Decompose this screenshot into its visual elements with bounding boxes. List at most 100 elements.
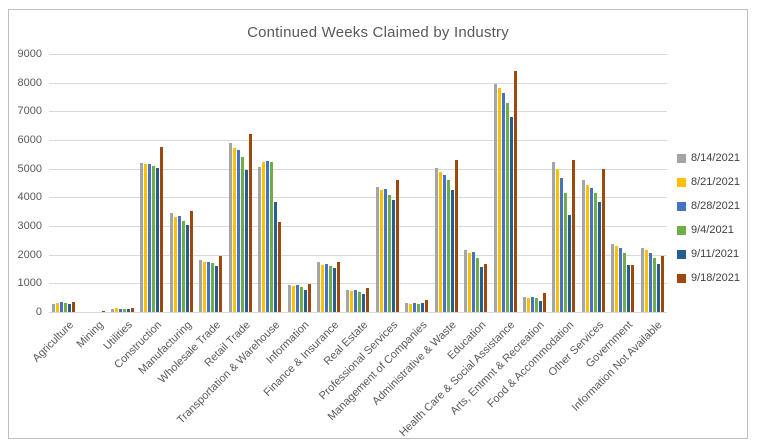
x-axis-line bbox=[49, 312, 667, 313]
bar-group bbox=[255, 54, 284, 312]
bar bbox=[287, 285, 291, 312]
legend-item: 9/11/2021 bbox=[677, 242, 740, 266]
bar bbox=[60, 301, 64, 312]
bar bbox=[623, 253, 627, 312]
bar bbox=[652, 257, 656, 312]
bar-group bbox=[461, 54, 490, 312]
bar bbox=[417, 303, 421, 312]
y-tick-label-9000: 9000 bbox=[17, 48, 42, 60]
legend-label: 9/4/2021 bbox=[691, 224, 734, 236]
bar bbox=[111, 308, 115, 312]
bar bbox=[127, 309, 131, 312]
bar-group bbox=[137, 54, 166, 312]
bar-group bbox=[226, 54, 255, 312]
bar bbox=[64, 303, 68, 312]
bar bbox=[395, 179, 399, 312]
bar-group bbox=[549, 54, 578, 312]
bar bbox=[148, 163, 152, 312]
bar-group bbox=[608, 54, 637, 312]
legend-swatch-icon bbox=[677, 249, 686, 259]
y-tick-label-6000: 6000 bbox=[17, 134, 42, 146]
bar bbox=[350, 290, 354, 312]
bar bbox=[346, 289, 350, 312]
bar bbox=[438, 172, 442, 312]
bar bbox=[484, 263, 488, 312]
bar bbox=[52, 303, 56, 312]
bar bbox=[119, 308, 123, 312]
bar bbox=[640, 248, 644, 312]
gridline-8000 bbox=[49, 82, 667, 84]
bar-groups bbox=[49, 54, 667, 312]
bar bbox=[274, 202, 278, 312]
bar bbox=[244, 170, 248, 312]
legend-item: 8/28/2021 bbox=[677, 194, 740, 218]
bar bbox=[354, 290, 358, 312]
bar bbox=[366, 287, 370, 312]
y-tick-label-5000: 5000 bbox=[17, 162, 42, 175]
bar bbox=[329, 265, 332, 312]
bar bbox=[530, 296, 534, 312]
bar bbox=[228, 142, 232, 312]
bar bbox=[480, 267, 484, 312]
bar bbox=[299, 286, 303, 312]
bar bbox=[644, 250, 648, 312]
bar bbox=[199, 259, 203, 312]
bar bbox=[232, 148, 236, 312]
bar bbox=[72, 301, 76, 312]
bar bbox=[538, 300, 542, 312]
bar-group bbox=[490, 54, 519, 312]
bar bbox=[611, 243, 615, 312]
bar-group bbox=[431, 54, 460, 312]
bar bbox=[177, 215, 181, 312]
bar bbox=[434, 168, 438, 312]
bar bbox=[362, 293, 366, 312]
gridline-7000 bbox=[49, 111, 667, 113]
bar bbox=[68, 303, 72, 312]
bar bbox=[601, 169, 605, 312]
y-tick-label-8000: 8000 bbox=[17, 76, 42, 89]
bar bbox=[131, 308, 135, 312]
bar bbox=[337, 261, 340, 312]
bar bbox=[173, 217, 177, 312]
bar bbox=[321, 264, 324, 312]
y-tick-label-4000: 4000 bbox=[17, 191, 42, 204]
legend-label: 9/11/2021 bbox=[691, 248, 740, 260]
legend-label: 8/21/2021 bbox=[691, 176, 740, 188]
bar-group bbox=[78, 54, 107, 312]
bar bbox=[568, 215, 572, 312]
bar bbox=[631, 265, 635, 312]
bar bbox=[526, 298, 530, 312]
bar bbox=[358, 291, 362, 312]
bar bbox=[454, 160, 458, 312]
y-tick-label-1000: 1000 bbox=[17, 277, 42, 290]
legend-item: 8/21/2021 bbox=[677, 170, 740, 194]
bar bbox=[627, 265, 631, 312]
x-category-label-text: Mining bbox=[74, 319, 106, 351]
bar bbox=[660, 255, 664, 312]
bar bbox=[115, 308, 119, 312]
bar bbox=[556, 168, 560, 312]
bar bbox=[383, 189, 387, 312]
bar bbox=[619, 248, 623, 312]
y-tick-label-0: 0 bbox=[35, 306, 42, 318]
bar bbox=[211, 263, 215, 312]
bar bbox=[207, 262, 211, 312]
bar bbox=[421, 303, 425, 312]
bar-group bbox=[402, 54, 431, 312]
legend-item: 9/18/2021 bbox=[677, 266, 740, 290]
bar bbox=[144, 164, 148, 312]
bar bbox=[505, 103, 509, 312]
bar-group bbox=[49, 54, 78, 312]
legend-label: 9/18/2021 bbox=[691, 272, 740, 284]
bar bbox=[140, 163, 144, 312]
bar bbox=[317, 262, 320, 312]
bar bbox=[509, 116, 513, 312]
bar bbox=[391, 199, 395, 312]
chart-figure: Continued Weeks Claimed by Industry 0 100… bbox=[8, 9, 748, 439]
bar bbox=[589, 188, 593, 312]
legend-item: 9/4/2021 bbox=[677, 218, 740, 242]
bar bbox=[240, 157, 244, 312]
bar bbox=[581, 180, 585, 312]
bar bbox=[270, 162, 274, 312]
bar bbox=[501, 92, 505, 312]
